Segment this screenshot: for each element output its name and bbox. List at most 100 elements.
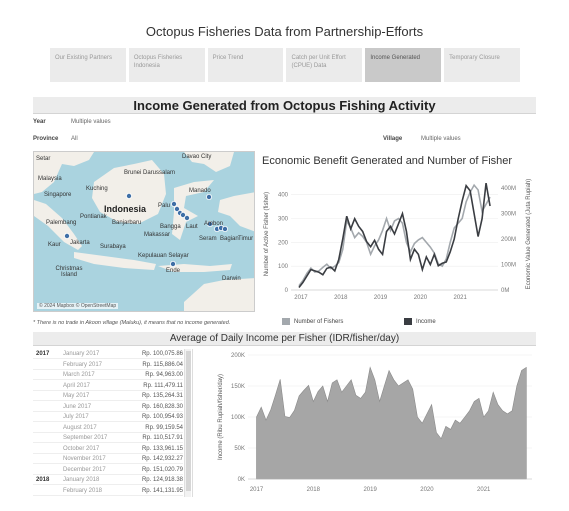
row-value: Rp. 100,954.93 (141, 414, 183, 420)
row-value: Rp. 141,131.95 (141, 487, 183, 494)
row-value: Rp. 110,517.91 (142, 435, 183, 441)
y-tick-left: 400 (278, 193, 289, 199)
row-month: April 2017 (63, 382, 91, 389)
map-label-surabaya: Surabaya (100, 244, 126, 250)
map-land-philippines (184, 152, 234, 172)
map-marker (173, 206, 180, 213)
x-tick: 2019 (363, 487, 377, 493)
tab-bar: Our Existing Partners Octopus Fisheries … (50, 48, 520, 82)
map-marker (221, 226, 228, 233)
map-label-ambon: Ambon (204, 221, 224, 227)
tab-octopus-fisheries-indonesia[interactable]: Octopus Fisheries Indonesia (128, 48, 205, 82)
x-tick: 2019 (374, 295, 388, 301)
table-row: May 2017 Rp. 135,264.31 (33, 391, 183, 401)
table-row: September 2017 Rp. 110,517.91 (33, 433, 183, 443)
series-daily-income-area (256, 366, 527, 480)
map-marker (183, 215, 190, 222)
y-tick-left: 100 (278, 264, 289, 270)
year-filter-value[interactable]: Multiple values (71, 119, 111, 125)
legend-income: Income (404, 318, 436, 325)
province-filter-value[interactable]: All (71, 136, 78, 142)
year-filter-label: Year (33, 119, 46, 125)
table-row: July 2017 Rp. 100,954.93 (33, 412, 183, 422)
y-tick-left: 200 (278, 240, 289, 246)
map-label-banjarbaru: Banjarbaru (112, 220, 142, 226)
table-row: October 2017 Rp. 133,961.15 (33, 444, 183, 454)
tab-income-generated[interactable]: Income Generated (365, 48, 442, 82)
series-number-of-fishers (298, 183, 491, 287)
row-month: February 2017 (63, 361, 103, 368)
y-tick-left: 300 (278, 217, 289, 223)
y-tick: 150K (231, 384, 245, 390)
map-label-bangga: Bangga (160, 224, 181, 230)
map-label-seram: Seram (199, 236, 217, 242)
row-value: Rp. 124,918.38 (141, 477, 183, 483)
row-year: 2018 (36, 477, 50, 483)
page-title: Octopus Fisheries Data from Partnership-… (145, 24, 424, 39)
province-filter-label: Province (33, 136, 59, 142)
table-row: 2017 January 2017 Rp. 100,075.86 (33, 349, 183, 359)
tab-price-trend[interactable]: Price Trend (207, 48, 284, 82)
map-label-kepulauan-selayar: Kepulauan Selayar (138, 253, 189, 259)
legend-income-label: Income (416, 318, 436, 325)
row-month: August 2017 (63, 424, 97, 431)
table-row: April 2017 Rp. 111,479.11 (33, 381, 183, 391)
legend-income-swatch (404, 318, 412, 325)
row-value: Rp. 151,020.79 (141, 466, 183, 473)
x-tick: 2021 (454, 295, 468, 301)
y-tick: 200K (231, 353, 245, 359)
y-tick-right: 0M (501, 288, 509, 294)
map-label-indonesia: Indonesia (104, 204, 147, 214)
map-view[interactable]: Setar Brunei Darussalam Davao City Malay… (33, 151, 255, 312)
map-land-sumatra (34, 200, 82, 250)
map-land-sulawesi (172, 180, 214, 240)
economic-benefit-chart[interactable]: 0 100 200 300 400 0M 100M 200M 300M 400M 2017 2018 2… (258, 172, 536, 312)
village-filter-label: Village (383, 136, 403, 142)
x-tick: 2020 (414, 295, 428, 301)
y-tick-right: 300M (501, 212, 516, 218)
map-marker (126, 193, 133, 200)
x-tick: 2017 (294, 295, 308, 301)
row-value: Rp. 160,828.30 (141, 403, 183, 410)
map-label-manado: Manado (189, 188, 211, 194)
map-land-borneo (92, 160, 166, 224)
row-value: Rp. 100,075.86 (141, 351, 183, 357)
row-value: Rp. 99,159.54 (145, 424, 183, 431)
village-filter-value[interactable]: Multiple values (421, 136, 461, 142)
tab-cpue-data[interactable]: Catch per Unit Effort (CPUE) Data (286, 48, 363, 82)
map-label-singapore: Singapore (44, 192, 72, 198)
row-month: October 2017 (63, 445, 100, 452)
map-label-makassar: Makassar (144, 232, 171, 238)
map-label-malaysia: Malaysia (38, 176, 62, 182)
map-label-ende: Ende (166, 268, 181, 274)
tab-temporary-closure[interactable]: Temporary Closure (444, 48, 520, 82)
map-land-svg (34, 152, 254, 311)
row-month: December 2017 (63, 466, 106, 473)
map-label-davao: Davao City (182, 154, 212, 160)
map-attribution: © 2024 Mapbox © OpenStreetMap (37, 303, 119, 309)
daily-income-chart[interactable]: 0K 50K 100K 150K 200K 2017 2018 2019 2020 2021 Inc… (212, 349, 536, 499)
row-month: July 2017 (63, 414, 89, 420)
map-marker (205, 194, 212, 201)
table-row: December 2017 Rp. 151,020.79 (33, 465, 183, 475)
x-tick: 2020 (420, 487, 434, 493)
map-marker (169, 261, 176, 268)
map-label-kaur: Kaur (48, 242, 61, 248)
legend-fishers-label: Number of Fishers (294, 318, 344, 325)
map-label-timur: Timur (238, 236, 254, 242)
row-month: September 2017 (63, 435, 108, 441)
x-tick: 2018 (334, 295, 348, 301)
map-marker (170, 201, 177, 208)
row-value: Rp. 135,264.31 (141, 393, 183, 399)
table-row: August 2017 Rp. 99,159.54 (33, 423, 183, 433)
table-scrollbar-thumb[interactable] (186, 351, 191, 491)
map-marker (63, 233, 70, 240)
map-land-malaysia (34, 152, 94, 194)
table-scrollbar[interactable] (184, 349, 191, 497)
row-value: Rp. 142,932.27 (141, 456, 183, 462)
tab-our-existing-partners[interactable]: Our Existing Partners (50, 48, 126, 82)
map-label-palu: Palu (158, 203, 171, 209)
table-row: 2018 January 2018 Rp. 124,918.38 (33, 475, 183, 485)
daily-income-table[interactable]: 2017 January 2017 Rp. 100,075.86 February 2… (33, 349, 193, 497)
map-label-brunei: Brunei Darussalam (124, 170, 176, 176)
